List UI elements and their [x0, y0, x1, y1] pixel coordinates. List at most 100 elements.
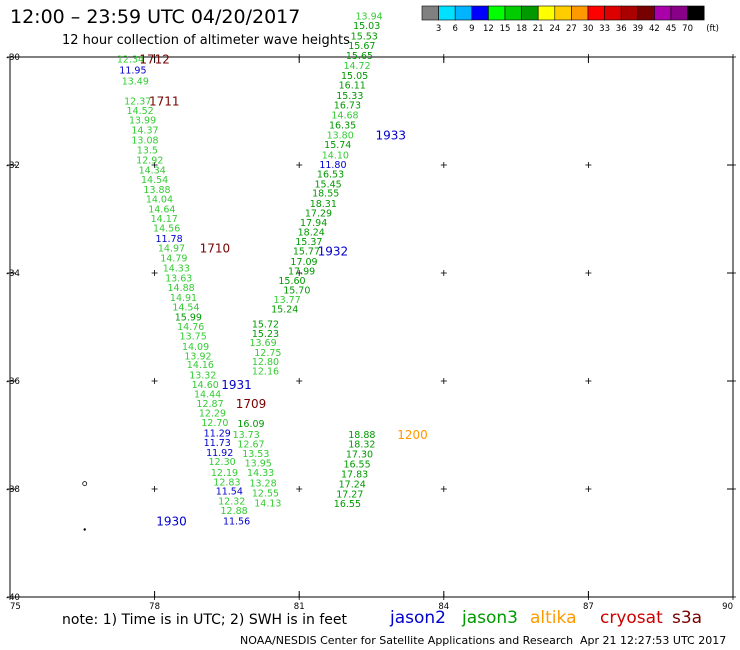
y-tick-label: -32: [6, 161, 20, 171]
time-tag: 1200: [397, 428, 428, 442]
wave-height-label: 17.83: [341, 469, 368, 480]
wave-height-label: 14.52: [127, 106, 154, 117]
wave-height-label: 11.78: [155, 234, 182, 245]
wave-height-label: 14.72: [343, 61, 370, 72]
time-tag: 1712: [139, 53, 170, 67]
wave-height-label: 16.73: [334, 101, 361, 112]
wave-height-label: 16.11: [339, 81, 366, 92]
wave-height-label: 13.49: [122, 76, 149, 87]
wave-height-label: 18.55: [312, 189, 339, 200]
wave-height-label: 15.53: [351, 31, 378, 42]
wave-height-label: 15.37: [295, 237, 322, 248]
sat-altika: altika: [530, 608, 577, 628]
wave-height-label: 11.73: [204, 438, 231, 449]
chart-title: 12:00 – 23:59 UTC 04/20/2017: [10, 6, 301, 28]
wave-height-label: 17.24: [339, 480, 366, 491]
wave-height-label: 12.16: [252, 366, 279, 377]
wave-height-label: 12.67: [237, 440, 264, 451]
footer-note: note: 1) Time is in UTC; 2) SWH is in fe…: [62, 612, 348, 628]
wave-height-label: 17.94: [300, 218, 327, 229]
wave-height-label: 16.53: [317, 170, 344, 181]
wave-height-label: 11.80: [319, 160, 346, 171]
island-marker: [83, 528, 86, 531]
wave-height-label: 14.34: [139, 165, 166, 176]
y-tick-label: -36: [6, 377, 20, 387]
legend-swatch: [454, 5, 473, 21]
wave-height-label: 15.24: [271, 305, 298, 316]
wave-height-label: 12.19: [211, 468, 238, 479]
wave-height-label: 12.70: [201, 418, 228, 429]
wave-height-label: 14.13: [254, 499, 281, 510]
legend-swatch: [637, 5, 655, 21]
wave-height-label: 13.75: [180, 332, 207, 343]
sat-s3a: s3a: [672, 608, 703, 628]
wave-height-label: 14.33: [247, 468, 274, 479]
legend-label: 70: [682, 24, 693, 34]
wave-height-label: 13.94: [355, 12, 382, 23]
footer-credit: NOAA/NESDIS Center for Satellite Applica…: [240, 634, 574, 647]
y-tick-label: -40: [6, 593, 20, 603]
wave-height-label: 18.24: [298, 228, 325, 239]
legend-label: 3: [436, 24, 441, 34]
x-tick-label: 84: [438, 602, 449, 612]
legend-label: 9: [469, 24, 474, 34]
wave-height-label: 15.74: [324, 140, 351, 151]
wave-height-label: 14.44: [194, 390, 221, 401]
wave-height-label: 14.33: [163, 264, 190, 275]
wave-height-label: 16.55: [343, 460, 370, 471]
legend-label: 42: [649, 24, 660, 34]
wave-height-label: 15.45: [315, 179, 342, 190]
wave-height-label: 17.27: [336, 489, 363, 500]
wave-height-label: 11.95: [119, 66, 146, 77]
legend-swatch: [504, 5, 522, 21]
wave-height-label: 14.10: [322, 150, 349, 161]
legend-swatch: [421, 5, 439, 21]
wave-height-label: 12.37: [124, 96, 151, 107]
wave-height-label: 13.08: [131, 136, 158, 147]
wave-height-label: 18.88: [348, 430, 375, 441]
footer-timestamp: Apr 21 12:27:53 UTC 2017: [580, 634, 727, 647]
wave-height-label: 14.56: [153, 224, 180, 235]
time-tag: 1932: [318, 244, 349, 258]
wave-height-label: 12.88: [221, 506, 248, 517]
wave-height-label: 15.33: [336, 91, 363, 102]
legend-label: 30: [583, 24, 594, 34]
legend-label: 18: [516, 24, 527, 34]
chart-subtitle: 12 hour collection of altimeter wave hei…: [62, 33, 350, 48]
wave-height-label: 13.69: [249, 338, 276, 349]
legend-swatch: [521, 5, 539, 21]
wave-height-label: 12.30: [208, 457, 235, 468]
wave-height-label: 13.80: [327, 130, 354, 141]
legend-swatch: [670, 5, 688, 21]
y-tick-label: -34: [6, 269, 20, 279]
wave-height-label: 15.67: [348, 41, 375, 52]
x-tick-label: 81: [294, 602, 305, 612]
wave-height-label: 16.09: [237, 419, 264, 430]
wave-height-label: 16.55: [334, 499, 361, 510]
wave-height-label: 11.92: [206, 448, 233, 459]
time-tag: 1711: [149, 94, 180, 108]
wave-height-label: 14.54: [141, 175, 168, 186]
wave-height-label: 15.65: [346, 51, 373, 62]
wave-height-label: 14.16: [187, 360, 214, 371]
wave-height-label: 14.91: [170, 293, 197, 304]
time-tag: 1931: [221, 378, 252, 392]
time-tag: 1709: [236, 397, 267, 411]
wave-height-label: 14.88: [168, 283, 195, 294]
wave-height-label: 12.83: [213, 478, 240, 489]
wave-height-label: 17.30: [346, 449, 373, 460]
wave-height-label: 16.35: [329, 121, 356, 132]
legend-label: 6: [452, 24, 457, 34]
y-tick-label: -30: [6, 53, 20, 63]
legend-label: 15: [500, 24, 511, 34]
legend-swatch: [587, 5, 605, 21]
legend-label: 36: [616, 24, 627, 34]
x-tick-label: 75: [10, 602, 21, 612]
wave-height-label: 11.54: [216, 487, 243, 498]
x-tick-label: 78: [149, 602, 160, 612]
legend-label: 45: [666, 24, 677, 34]
legend-label: 24: [549, 24, 560, 34]
wave-height-label: 14.60: [192, 380, 219, 391]
